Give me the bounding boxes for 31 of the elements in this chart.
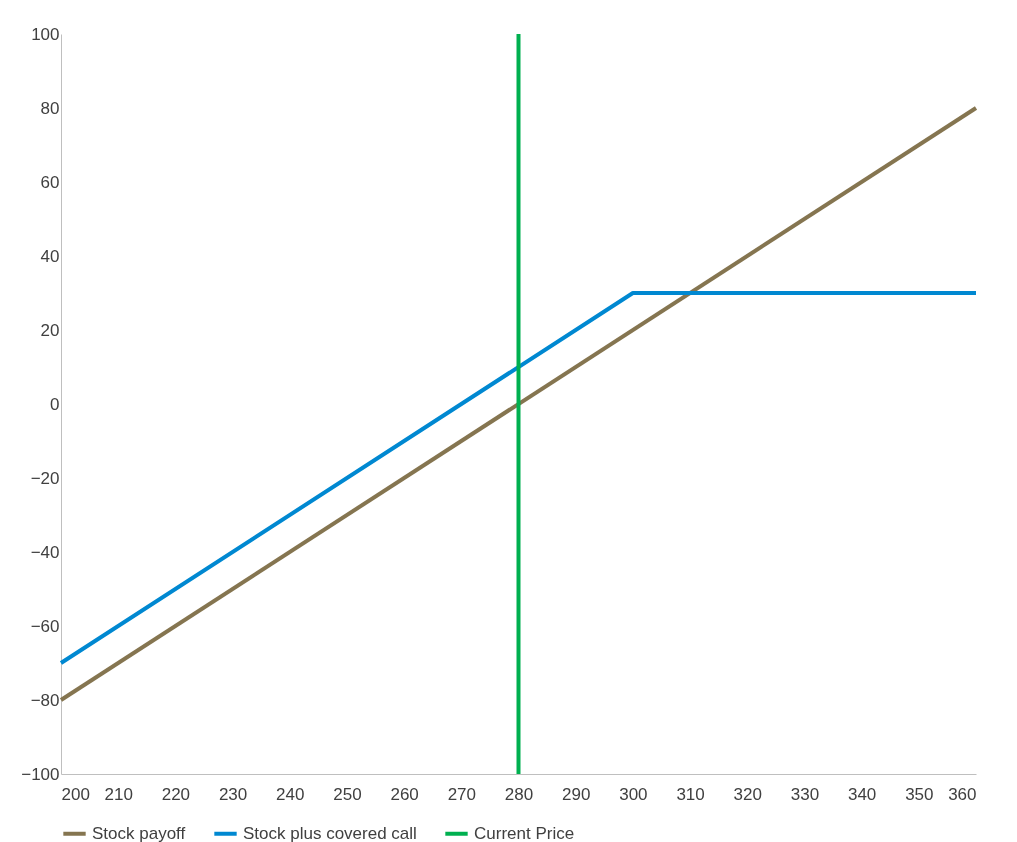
x-tick-label: 230 [218,784,248,804]
y-tick-label: 80 [40,98,60,118]
y-tick-label: −60 [30,616,60,636]
y-tick-label: −20 [30,468,60,488]
legend-label: Current Price [474,823,575,842]
x-tick-label: 280 [504,784,534,804]
y-tick-label: −100 [21,764,60,784]
x-tick-label: 310 [676,784,705,804]
y-tick-label: 60 [40,172,60,192]
x-tick-label: 210 [104,784,133,804]
y-tick-label: 100 [31,24,60,44]
y-tick-label: 40 [40,246,60,266]
x-tick-label: 360 [948,784,977,804]
y-tick-label: −80 [30,690,60,710]
y-tick-label: 20 [40,320,60,340]
x-tick-label: 320 [733,784,762,804]
y-tick-label: −40 [30,542,60,562]
x-tick-label: 330 [790,784,820,804]
x-tick-label: 340 [847,784,877,804]
x-tick-label: 250 [333,784,362,804]
x-tick-label: 290 [562,784,591,804]
y-tick-label: 0 [50,394,60,414]
x-tick-label: 260 [390,784,419,804]
x-tick-label: 200 [61,784,90,804]
x-tick-label: 240 [276,784,305,804]
legend-label: Stock payoff [92,823,186,842]
legend-label: Stock plus covered call [243,823,417,842]
x-tick-label: 270 [447,784,476,804]
x-tick-label: 220 [161,784,191,804]
x-tick-label: 300 [619,784,648,804]
x-tick-label: 350 [905,784,934,804]
